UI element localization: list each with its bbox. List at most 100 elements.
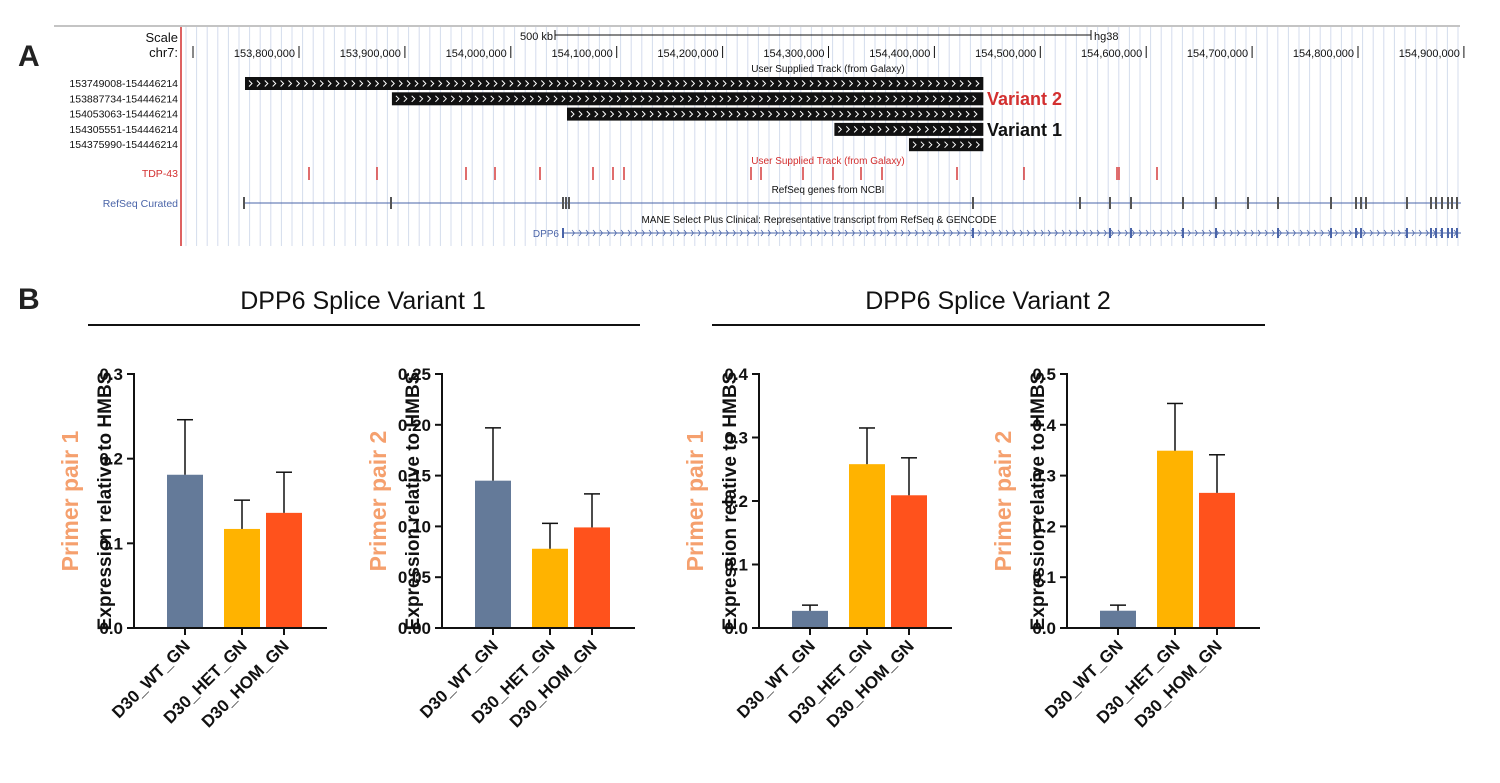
y-tick-label: 0.5 xyxy=(1032,365,1056,384)
refseq-exon xyxy=(1182,197,1184,209)
mane-exon xyxy=(1330,228,1332,238)
y-axis-label: Expression relative to HMBS xyxy=(1028,372,1049,631)
position-label: 154,300,000 xyxy=(763,48,824,60)
position-label: 154,200,000 xyxy=(657,48,718,60)
refseq-exon xyxy=(1330,197,1332,209)
y-tick-label: 0.2 xyxy=(1032,517,1056,536)
mane-exon xyxy=(1277,228,1279,238)
refseq-exon xyxy=(1109,197,1111,209)
variant-1-label: Variant 1 xyxy=(987,120,1062,140)
refseq-exon xyxy=(1247,197,1249,209)
mane-exon xyxy=(1215,228,1217,238)
y-axis-label: Expression relative to HMBS xyxy=(95,372,116,631)
region-label: 154305551-154446214 xyxy=(69,124,178,136)
region-bar xyxy=(391,92,984,106)
y-tick-label: 0.4 xyxy=(1032,416,1056,435)
genome-browser-canvas: Scale 500 kb hg38 chr7: 153,800,000 153,900,0… xyxy=(54,25,1465,246)
mane-exon xyxy=(1360,228,1362,238)
panel-b-letter: B xyxy=(18,283,40,316)
bar xyxy=(1199,492,1235,628)
region-label: 153887734-154446214 xyxy=(69,93,178,105)
y-tick-label: 0.00 xyxy=(398,619,431,638)
tdp43-label: TDP-43 xyxy=(142,168,178,180)
scale-bar-label: 500 kb xyxy=(520,31,553,43)
strand-arrows xyxy=(912,141,980,149)
primer-pair-label: Primer pair 2 xyxy=(365,431,391,572)
position-label: 154,400,000 xyxy=(869,48,930,60)
mane-exon xyxy=(1130,228,1132,238)
region-bar xyxy=(908,138,984,152)
primer-pair-label: Primer pair 1 xyxy=(682,430,708,571)
y-axis-label: Expression relative to HMBS xyxy=(720,372,741,631)
y-tick-label: 0.0 xyxy=(1032,619,1056,638)
strand-arrows xyxy=(248,80,980,87)
bar xyxy=(475,480,511,628)
position-label: 154,800,000 xyxy=(1293,48,1354,60)
mane-exon xyxy=(1182,228,1184,238)
mane-exon xyxy=(562,228,564,238)
mane-exon xyxy=(1456,228,1458,238)
panel-a-letter: A xyxy=(18,40,40,73)
mane-exon xyxy=(1109,228,1111,238)
y-tick-label: 0.3 xyxy=(1032,467,1056,486)
position-label: 154,100,000 xyxy=(552,48,613,60)
strand-arrows xyxy=(838,126,977,133)
position-label: 153,800,000 xyxy=(234,48,295,60)
y-tick-label: 0.05 xyxy=(398,568,431,587)
y-tick-label: 0.1 xyxy=(1032,568,1056,587)
bar xyxy=(224,528,260,628)
y-tick-label: 0.1 xyxy=(99,534,123,553)
bar xyxy=(167,474,203,628)
region-label: 154375990-154446214 xyxy=(69,139,178,151)
y-tick-label: 0.2 xyxy=(99,450,123,469)
y-tick-label: 0.4 xyxy=(724,365,748,384)
chart-variant2-primer1: Primer pair 1 Expression relative to HMBS… xyxy=(665,345,995,775)
y-tick-label: 0.10 xyxy=(398,517,431,536)
bar xyxy=(849,464,885,628)
region-label: 153749008-154446214 xyxy=(69,78,178,90)
chart-svg: Primer pair 1 Expression relative to HMBS… xyxy=(682,365,952,731)
mane-exon xyxy=(1355,228,1357,238)
chart-svg: Primer pair 2 Expression relative to HMBS… xyxy=(990,365,1260,731)
bar xyxy=(1100,610,1136,628)
mane-exon xyxy=(1451,228,1453,238)
position-label: 154,600,000 xyxy=(1081,48,1142,60)
refseq-exon xyxy=(1277,197,1279,209)
mane-exon xyxy=(1406,228,1408,238)
chart-variant2-primer2: Primer pair 2 Expression relative to HMBS… xyxy=(973,345,1303,775)
group-1-rule xyxy=(88,324,640,326)
primer-pair-label: Primer pair 2 xyxy=(990,431,1016,572)
gene-label: DPP6 xyxy=(533,229,560,240)
region-bar xyxy=(566,107,984,121)
position-label: 154,900,000 xyxy=(1399,48,1460,60)
group-1-title: DPP6 Splice Variant 1 xyxy=(240,287,486,315)
region-bar xyxy=(244,77,984,90)
refseq-label: RefSeq Curated xyxy=(103,198,178,210)
bar xyxy=(891,495,927,628)
refseq-exon xyxy=(562,197,564,209)
refseq-exon xyxy=(1365,197,1367,209)
variant-2-label: Variant 2 xyxy=(987,89,1062,109)
assembly-label: hg38 xyxy=(1094,31,1118,43)
bar xyxy=(532,548,568,628)
group-2-rule xyxy=(712,324,1265,326)
position-label: 154,000,000 xyxy=(446,48,507,60)
genome-browser: Scale 500 kb hg38 chr7: 153,800,000 153,900,0… xyxy=(0,0,1500,260)
bar xyxy=(1157,450,1193,628)
primer-pair-label: Primer pair 1 xyxy=(57,430,83,571)
refseq-exon xyxy=(972,197,974,209)
y-tick-label: 0.15 xyxy=(398,467,431,486)
refseq-exon xyxy=(1451,197,1453,209)
refseq-exon xyxy=(1130,197,1132,209)
galaxy-track-title: User Supplied Track (from Galaxy) xyxy=(751,64,904,75)
strand-arrows xyxy=(570,110,978,118)
refseq-exon xyxy=(565,197,567,209)
y-tick-label: 0.1 xyxy=(724,556,748,575)
bar xyxy=(266,512,302,628)
chart-svg: Primer pair 2 Expression relative to HMBS… xyxy=(365,365,635,731)
position-label: 154,500,000 xyxy=(975,48,1036,60)
mane-title: MANE Select Plus Clinical: Representativ… xyxy=(641,215,996,226)
y-tick-label: 0.25 xyxy=(398,365,431,384)
refseq-exon xyxy=(1355,197,1357,209)
y-axis-label: Expression relative to HMBS xyxy=(403,372,424,631)
